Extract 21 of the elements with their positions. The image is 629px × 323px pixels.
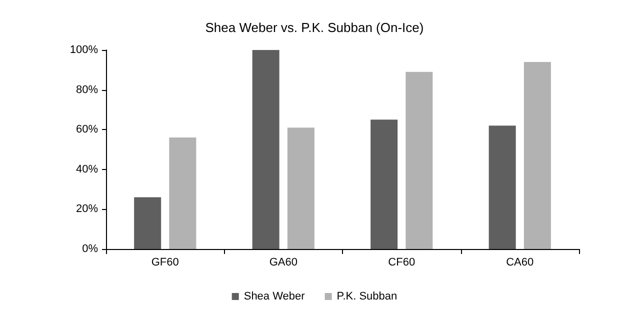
legend-label: P.K. Subban bbox=[336, 290, 398, 302]
y-tick-label: 0% bbox=[82, 243, 98, 255]
y-tick-label: 80% bbox=[76, 84, 98, 96]
bar bbox=[524, 62, 551, 249]
y-tick-label: 100% bbox=[70, 44, 98, 56]
y-tick-label: 60% bbox=[76, 124, 98, 136]
legend-label: Shea Weber bbox=[244, 290, 306, 302]
bar bbox=[488, 126, 516, 249]
bar bbox=[370, 120, 398, 249]
bar bbox=[134, 197, 162, 249]
bar bbox=[406, 72, 433, 249]
y-tick-label: 20% bbox=[76, 203, 98, 216]
x-tick-label: GA60 bbox=[269, 256, 298, 268]
bar bbox=[252, 50, 280, 249]
bar bbox=[287, 128, 314, 249]
chart-title: Shea Weber vs. P.K. Subban (On-Ice) bbox=[205, 20, 424, 35]
y-tick-label: 40% bbox=[76, 163, 98, 176]
x-tick-label: GF60 bbox=[151, 256, 179, 268]
x-tick-label: CA60 bbox=[506, 256, 534, 268]
bar bbox=[169, 138, 196, 249]
x-tick-label: CF60 bbox=[388, 256, 416, 268]
